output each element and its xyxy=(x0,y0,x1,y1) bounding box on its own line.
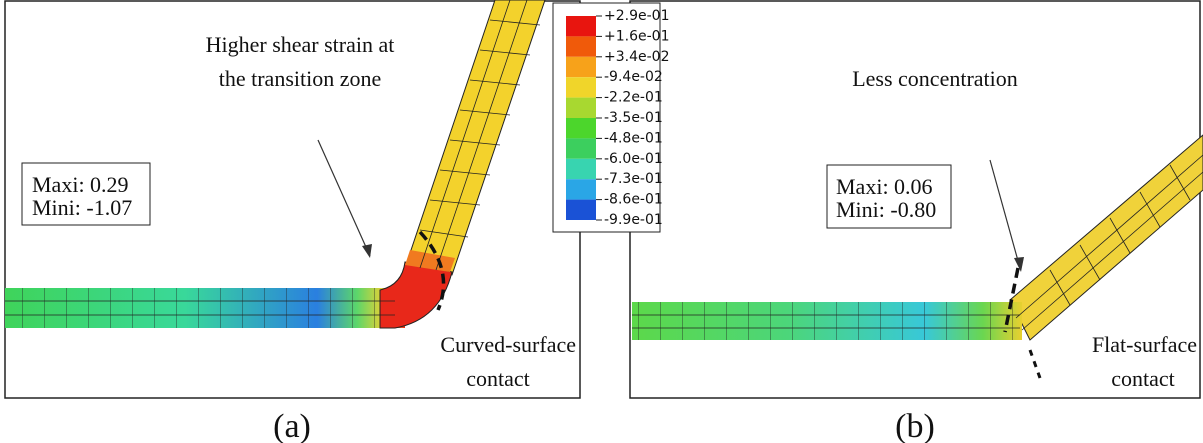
legend-label: -8.6e-01 xyxy=(604,192,663,208)
legend-label: -7.3e-01 xyxy=(604,171,663,187)
legend-label: -3.5e-01 xyxy=(604,110,663,126)
annotation: Higher shear strain at xyxy=(206,32,395,57)
legend-swatch xyxy=(566,200,596,220)
stats-text: Maxi: 0.29 xyxy=(32,172,129,197)
page: {"panels": [ {"label": "(a)", "annotatio… xyxy=(0,0,1203,443)
legend-swatch xyxy=(566,179,596,199)
annotation: Less concentration xyxy=(852,66,1018,91)
legend-swatch xyxy=(566,57,596,77)
contact-label: Curved-surface xyxy=(440,332,576,357)
stats-text: Mini: -0.80 xyxy=(836,197,936,222)
contact-label: contact xyxy=(1111,366,1175,391)
legend-swatch xyxy=(566,159,596,179)
legend-label: +1.6e-01 xyxy=(604,28,669,44)
stats-text: Mini: -1.07 xyxy=(32,195,132,220)
legend-label: -4.8e-01 xyxy=(604,130,663,146)
legend-label: +3.4e-02 xyxy=(604,49,669,65)
legend-swatch xyxy=(566,36,596,56)
contact-label: contact xyxy=(466,366,530,391)
legend-label: -9.9e-01 xyxy=(604,212,663,228)
panel-label: (a) xyxy=(273,408,311,443)
legend-label: -6.0e-01 xyxy=(604,151,663,167)
stats-text: Maxi: 0.06 xyxy=(836,174,933,199)
legend-label: +2.9e-01 xyxy=(604,8,669,24)
legend-swatch xyxy=(566,77,596,97)
legend-label: -9.4e-02 xyxy=(604,69,663,85)
annotation: the transition zone xyxy=(219,66,382,91)
figure: Maxi: 0.29 Mini: -1.07 Maxi: 0.06 Mini: … xyxy=(0,0,1203,443)
legend-swatch xyxy=(566,16,596,36)
panel-label: (b) xyxy=(895,408,935,443)
legend-swatch xyxy=(566,98,596,118)
contact-label: Flat-surface xyxy=(1092,332,1197,357)
legend-swatch xyxy=(566,138,596,158)
legend-swatch xyxy=(566,118,596,138)
legend: +2.9e-01 +1.6e-01 +3.4e-02 -9.4e-02 -2.2e-01… xyxy=(553,3,669,232)
legend-label: -2.2e-01 xyxy=(604,90,663,106)
